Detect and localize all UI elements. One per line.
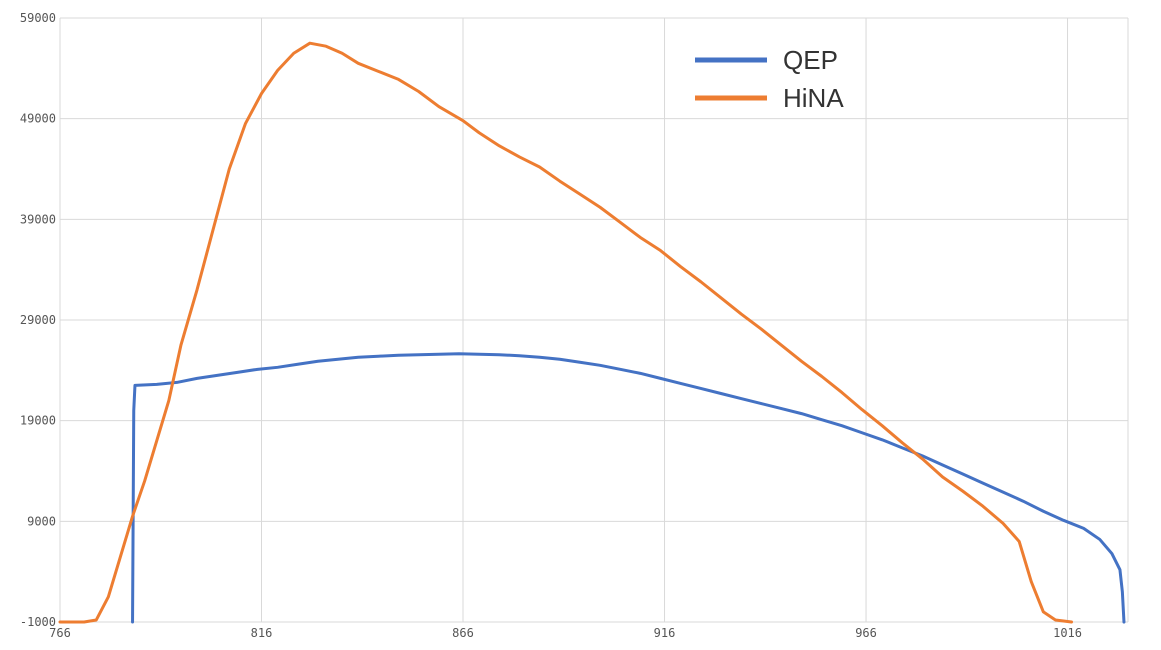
y-tick-label: -1000	[20, 615, 56, 629]
grid-lines	[59, 17, 1129, 623]
series-line-qep	[131, 352, 1126, 624]
tick-labels: -1000 9000 19000 29000 39000 49000 59000 766 816…	[20, 11, 1082, 640]
y-tick-label: 29000	[20, 313, 56, 327]
x-tick-label: 816	[251, 626, 273, 640]
series-line-hina	[58, 41, 1074, 624]
y-tick-label: 9000	[27, 514, 56, 528]
y-tick-label: 39000	[20, 212, 56, 226]
legend-label-hina: HiNA	[783, 83, 844, 113]
x-tick-label: 966	[855, 626, 877, 640]
x-tick-label: 866	[452, 626, 474, 640]
x-tick-label: 1016	[1053, 626, 1082, 640]
legend: QEP HiNA	[695, 45, 844, 113]
x-tick-label: 766	[49, 626, 71, 640]
series-lines	[58, 41, 1126, 624]
legend-label-qep: QEP	[783, 45, 838, 75]
y-tick-label: 49000	[20, 112, 56, 126]
y-tick-label: 19000	[20, 414, 56, 428]
y-tick-label: 59000	[20, 11, 56, 25]
x-tick-label: 916	[654, 626, 676, 640]
